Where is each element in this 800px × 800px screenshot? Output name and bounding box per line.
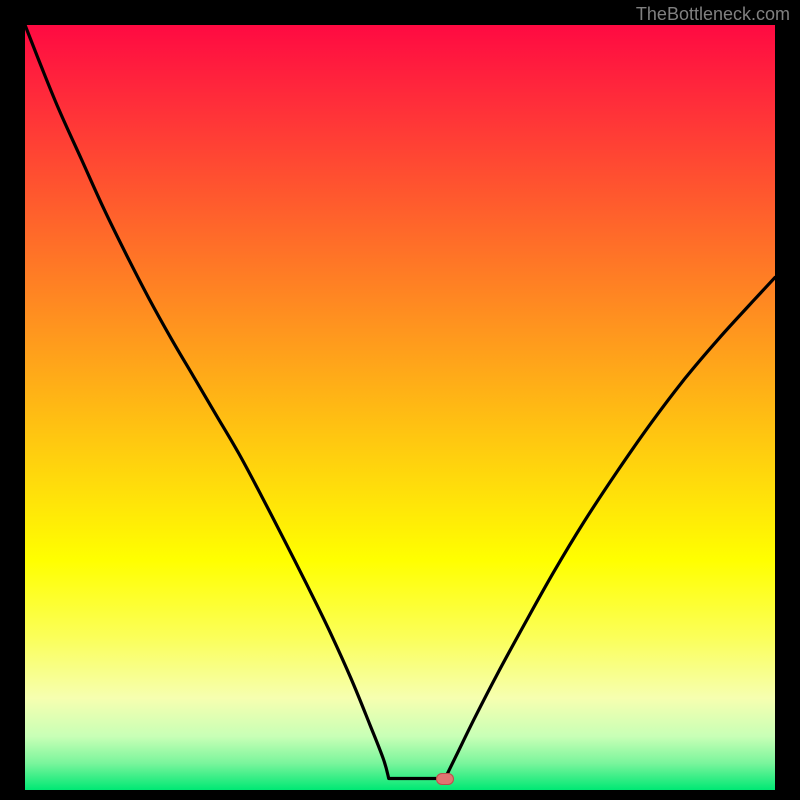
watermark-text: TheBottleneck.com <box>636 4 790 25</box>
curve-path <box>25 25 775 779</box>
minimum-marker <box>436 773 454 785</box>
bottleneck-curve <box>25 25 775 790</box>
canvas-frame: TheBottleneck.com <box>0 0 800 800</box>
plot-area <box>25 25 775 790</box>
